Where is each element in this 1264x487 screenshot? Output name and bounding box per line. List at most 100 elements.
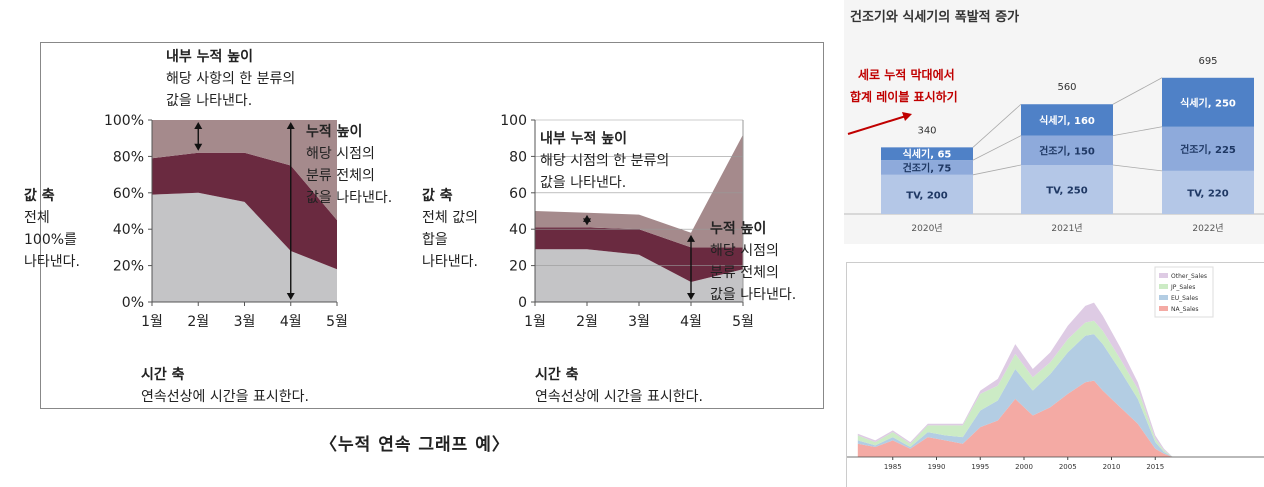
left-inner-title: 내부 누적 높이	[166, 49, 254, 65]
sales-area-EU_Sales	[857, 334, 1173, 457]
callout-line2: 합계 레이블 표시하기	[850, 90, 958, 104]
bar-건조기-2020년	[881, 160, 973, 175]
total-height-arrow-head-up	[687, 234, 695, 242]
bar-total-label: 560	[1057, 82, 1076, 93]
bar-segment-label: TV, 250	[1046, 186, 1087, 197]
bar-TV-2021년	[1021, 165, 1113, 214]
callout-line1: 세로 누적 막대에서	[858, 68, 955, 82]
bar-segment-label: TV, 200	[906, 190, 947, 201]
total-height-arrow-head-down	[687, 293, 695, 300]
bar-TV-2020년	[881, 174, 973, 214]
sales-x-tick-label: 1995	[971, 463, 989, 471]
inner-height-arrow-head-up	[194, 122, 203, 129]
callout-arrow-head	[902, 112, 912, 121]
bar-식세기-2022년	[1162, 77, 1254, 127]
mid-total-desc1: 해당 시점의	[710, 243, 779, 259]
sales-area-chart: 1985 1990 1995 2000 2005 2010 2015 Other_Sales J…	[847, 266, 1264, 471]
callout-arrow	[847, 115, 907, 135]
y-tick-label: 80	[509, 149, 527, 165]
mid-value-axis-title: 값 축	[422, 188, 453, 204]
bar-total-label: 695	[1198, 56, 1217, 67]
x-tick-label: 3월	[628, 314, 650, 330]
mid-total-title: 누적 높이	[710, 221, 767, 237]
mid-time-axis-desc: 연속선상에 시간을 표시한다.	[535, 389, 703, 405]
inner-height-arrow-head-down	[194, 143, 203, 151]
sales-legend-swatch	[1159, 273, 1168, 278]
middle-absolute-chart: 0 20 40 60 80 100 1월 2월 3월 4월 5월	[500, 113, 754, 330]
sales-legend-swatch	[1159, 306, 1168, 311]
mid-value-axis-desc3: 나타낸다.	[422, 254, 478, 270]
bar-connector	[1112, 126, 1163, 136]
x-tick-label: 5월	[732, 314, 754, 330]
sales-legend-label: JP_Sales	[1170, 284, 1195, 291]
y-tick-label: 80%	[113, 149, 144, 165]
mid-value-axis-desc2: 합을	[422, 232, 448, 248]
left-total-desc2: 분류 전체의	[306, 168, 375, 184]
left-value-axis-title: 값 축	[24, 188, 55, 204]
bar-segment-label: 건조기, 225	[1180, 143, 1236, 156]
mid-value-axis-desc1: 전체 값의	[422, 210, 478, 226]
y-tick-label: 20	[509, 259, 527, 275]
bar-segment-label: TV, 220	[1187, 188, 1228, 199]
y-tick-label: 60	[509, 186, 527, 202]
mid-total-desc2: 분류 전체의	[710, 265, 779, 281]
bar-건조기-2021년	[1021, 135, 1113, 165]
stacked-bar-panel: 건조기와 식세기의 폭발적 증가 세로 누적 막대에서 합계 레이블 표시하기 …	[844, 0, 1264, 244]
sales-x-tick-label: 2000	[1015, 463, 1033, 471]
y-tick-label: 100%	[104, 113, 144, 129]
total-height-arrow-head-up	[286, 122, 295, 129]
sales-x-tick-label: 2015	[1146, 463, 1164, 471]
stacked-bar-title: 건조기와 식세기의 폭발적 증가	[850, 10, 1020, 25]
figure-caption: 〈누적 연속 그래프 예〉	[320, 435, 510, 455]
mid-inner-desc2: 값을 나타낸다.	[540, 175, 627, 191]
sales-legend-label: EU_Sales	[1171, 295, 1198, 302]
bar-segment-label: 식세기, 250	[1180, 96, 1236, 109]
mid-time-axis-title: 시간 축	[535, 367, 579, 383]
x-tick-label: 4월	[280, 314, 302, 330]
stacked-area-examples-frame	[40, 42, 824, 409]
y-tick-label: 40	[509, 222, 527, 238]
x-tick-label: 2월	[187, 314, 209, 330]
left-total-desc1: 해당 시점의	[306, 146, 375, 162]
left-total-desc3: 값을 나타낸다.	[306, 190, 393, 206]
left-inner-desc1: 해당 사항의 한 분류의	[166, 71, 296, 87]
bar-connector	[972, 135, 1022, 161]
bar-TV-2022년	[1162, 170, 1254, 214]
sales-legend-swatch	[1159, 284, 1168, 289]
mid-inner-title: 내부 누적 높이	[540, 131, 628, 147]
left-time-axis-title: 시간 축	[141, 367, 185, 383]
left-value-axis-desc3: 나타낸다.	[24, 254, 80, 270]
sales-area-svg: 1985 1990 1995 2000 2005 2010 2015 Other_Sales J…	[847, 266, 1264, 471]
bar-segment-label: 건조기, 75	[903, 161, 952, 174]
sales-area-NA_Sales	[857, 380, 1173, 457]
bar-category-label: 2022년	[1192, 223, 1223, 234]
bar-connector	[1112, 164, 1163, 172]
sales-x-tick-label: 2005	[1059, 463, 1077, 471]
sales-area-panel: 1985 1990 1995 2000 2005 2010 2015 Other_Sales J…	[846, 262, 1264, 487]
bar-건조기-2022년	[1162, 126, 1254, 171]
sales-x-tick-label: 1985	[884, 463, 902, 471]
bar-connector	[972, 103, 1022, 148]
bar-category-label: 2020년	[911, 223, 942, 234]
bar-식세기-2020년	[881, 147, 973, 161]
bar-total-label: 340	[917, 125, 936, 136]
x-tick-label: 1월	[524, 314, 546, 330]
sales-legend-label: Other_Sales	[1171, 273, 1207, 280]
bar-connector	[972, 164, 1022, 176]
left-total-title: 누적 높이	[306, 124, 363, 140]
bar-segment-label: 식세기, 65	[903, 148, 952, 161]
bar-식세기-2021년	[1021, 104, 1113, 136]
sales-legend-label: NA_Sales	[1171, 306, 1199, 313]
left-value-axis-desc2: 100%를	[24, 232, 77, 248]
bar-segment-label: 식세기, 160	[1039, 114, 1095, 127]
total-height-arrow-head-down	[286, 293, 295, 300]
sales-x-tick-label: 1990	[928, 463, 946, 471]
left-percent-chart: 0% 20% 40% 60% 80% 100% 1월 2월 3월 4월 5월	[104, 113, 348, 330]
y-tick-label: 0%	[122, 295, 144, 311]
y-tick-label: 40%	[113, 222, 144, 238]
inner-height-arrow-head-down	[583, 218, 591, 226]
y-tick-label: 20%	[113, 259, 144, 275]
y-tick-label: 100	[500, 113, 527, 129]
